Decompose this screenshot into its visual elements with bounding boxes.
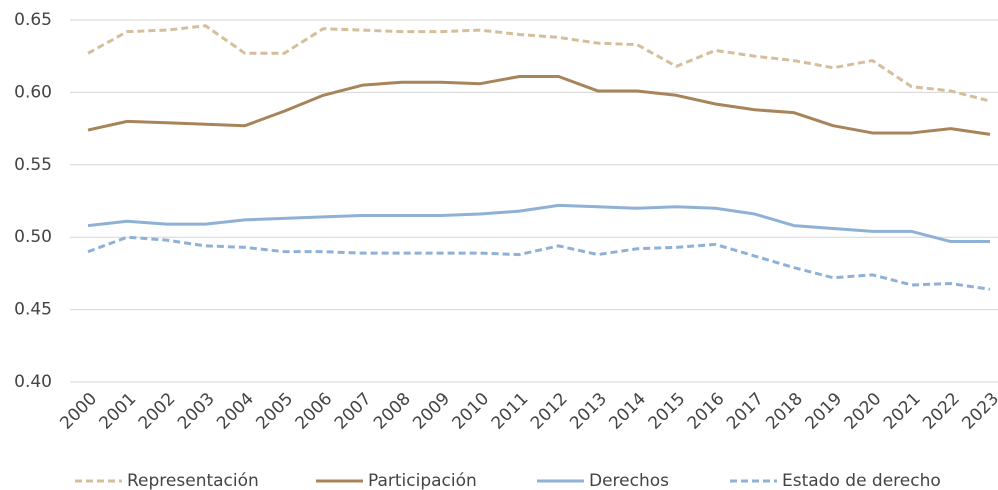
x-tick-label: 2019 [801, 389, 846, 434]
x-tick-label: 2000 [56, 389, 101, 434]
y-tick-label: 0.45 [14, 300, 52, 320]
series-line [87, 74, 991, 136]
y-tick-label: 0.60 [14, 82, 52, 102]
x-tick-label: 2021 [880, 389, 925, 434]
x-tick-label: 2002 [135, 389, 180, 434]
legend-label: Derechos [589, 471, 669, 490]
x-tick-label: 2010 [449, 389, 494, 434]
y-tick-label: 0.55 [14, 155, 52, 175]
x-tick-label: 2013 [566, 389, 611, 434]
y-tick-label: 0.40 [14, 372, 52, 392]
x-tick-label: 2022 [919, 389, 964, 434]
x-tick-label: 2011 [488, 389, 533, 434]
x-tick-label: 2020 [841, 389, 886, 434]
x-tick-label: 2004 [213, 389, 258, 434]
legend-label: Estado de derecho [782, 471, 941, 490]
x-tick-label: 2012 [527, 389, 572, 434]
x-tick-label: 2018 [762, 389, 807, 434]
x-tick-label: 2015 [645, 389, 690, 434]
legend-label: Participación [368, 471, 477, 490]
x-tick-label: 2023 [958, 389, 998, 434]
series-line [87, 24, 991, 103]
series-line [87, 203, 990, 244]
x-tick-label: 2006 [292, 389, 337, 434]
legend-label: Representación [127, 471, 259, 490]
series-line [87, 235, 991, 291]
x-tick-label: 2005 [252, 389, 297, 434]
x-tick-label: 2014 [605, 389, 650, 434]
x-tick-label: 2001 [96, 389, 141, 434]
y-tick-label: 0.50 [14, 227, 52, 247]
x-tick-label: 2003 [174, 389, 219, 434]
x-tick-label: 2009 [409, 389, 454, 434]
x-tick-label: 2008 [370, 389, 415, 434]
x-tick-label: 2016 [684, 389, 729, 434]
y-tick-label: 0.65 [14, 10, 52, 30]
x-tick-label: 2007 [331, 389, 376, 434]
x-tick-label: 2017 [723, 389, 768, 434]
